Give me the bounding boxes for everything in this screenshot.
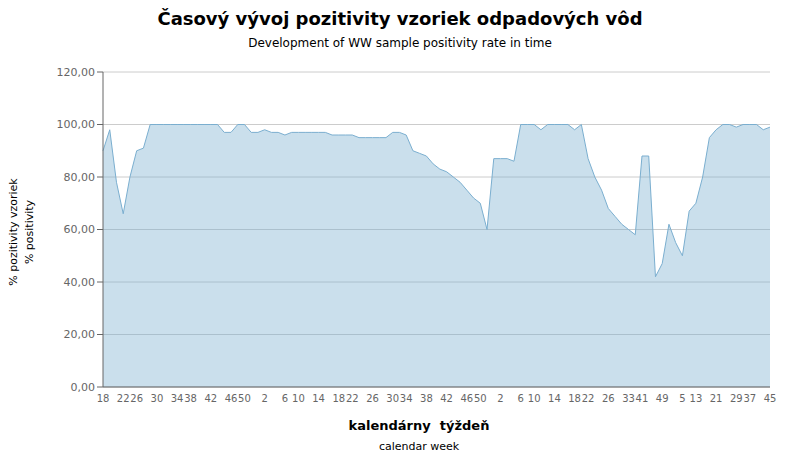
svg-text:34: 34	[400, 393, 413, 404]
html-text:% positivity: % positivity	[23, 199, 36, 265]
html-text:Development of WW sample posit: Development of WW sample positivity rate…	[248, 36, 552, 50]
svg-text:5: 5	[679, 393, 685, 404]
svg-text:22: 22	[117, 393, 130, 404]
svg-text:26: 26	[366, 393, 379, 404]
svg-text:38: 38	[184, 393, 197, 404]
svg-text:22: 22	[346, 393, 359, 404]
svg-text:14: 14	[548, 393, 561, 404]
html-text:kalendárny týždeň: kalendárny týždeň	[348, 418, 490, 433]
svg-text:10: 10	[292, 393, 305, 404]
svg-text:100,00: 100,00	[57, 118, 96, 131]
svg-text:26: 26	[602, 393, 615, 404]
svg-text:34: 34	[171, 393, 184, 404]
svg-text:80,00: 80,00	[64, 171, 96, 184]
svg-text:29: 29	[730, 393, 743, 404]
svg-text:46: 46	[225, 393, 238, 404]
svg-text:18: 18	[568, 393, 581, 404]
svg-text:26: 26	[130, 393, 143, 404]
svg-text:13: 13	[690, 393, 703, 404]
svg-text:14: 14	[312, 393, 325, 404]
svg-text:42: 42	[204, 393, 217, 404]
svg-text:30: 30	[386, 393, 399, 404]
svg-text:49: 49	[656, 393, 669, 404]
svg-text:50: 50	[474, 393, 487, 404]
html-text:Časový vývoj pozitivity vzorie: Časový vývoj pozitivity vzoriek odpadový…	[157, 8, 643, 29]
svg-text:60,00: 60,00	[64, 223, 96, 236]
svg-text:2: 2	[497, 393, 503, 404]
svg-text:18: 18	[332, 393, 345, 404]
svg-text:33: 33	[622, 393, 635, 404]
html-text:calendar week: calendar week	[378, 440, 460, 453]
svg-text:2: 2	[262, 393, 268, 404]
svg-text:10: 10	[528, 393, 541, 404]
svg-text:41: 41	[636, 393, 649, 404]
svg-text:120,00: 120,00	[57, 66, 96, 79]
svg-text:21: 21	[710, 393, 723, 404]
svg-text:42: 42	[440, 393, 453, 404]
svg-text:30: 30	[151, 393, 164, 404]
svg-text:40,00: 40,00	[64, 276, 96, 289]
svg-text:20,00: 20,00	[64, 328, 96, 341]
svg-text:38: 38	[420, 393, 433, 404]
svg-text:22: 22	[582, 393, 595, 404]
svg-text:45: 45	[764, 393, 777, 404]
svg-text:50: 50	[238, 393, 251, 404]
svg-text:6: 6	[282, 393, 288, 404]
html-text:% pozitivity vzoriek: % pozitivity vzoriek	[7, 178, 20, 286]
svg-text:46: 46	[460, 393, 473, 404]
svg-text:37: 37	[743, 393, 756, 404]
svg-text:6: 6	[518, 393, 524, 404]
svg-text:0,00: 0,00	[71, 381, 96, 394]
svg-text:18: 18	[97, 393, 110, 404]
